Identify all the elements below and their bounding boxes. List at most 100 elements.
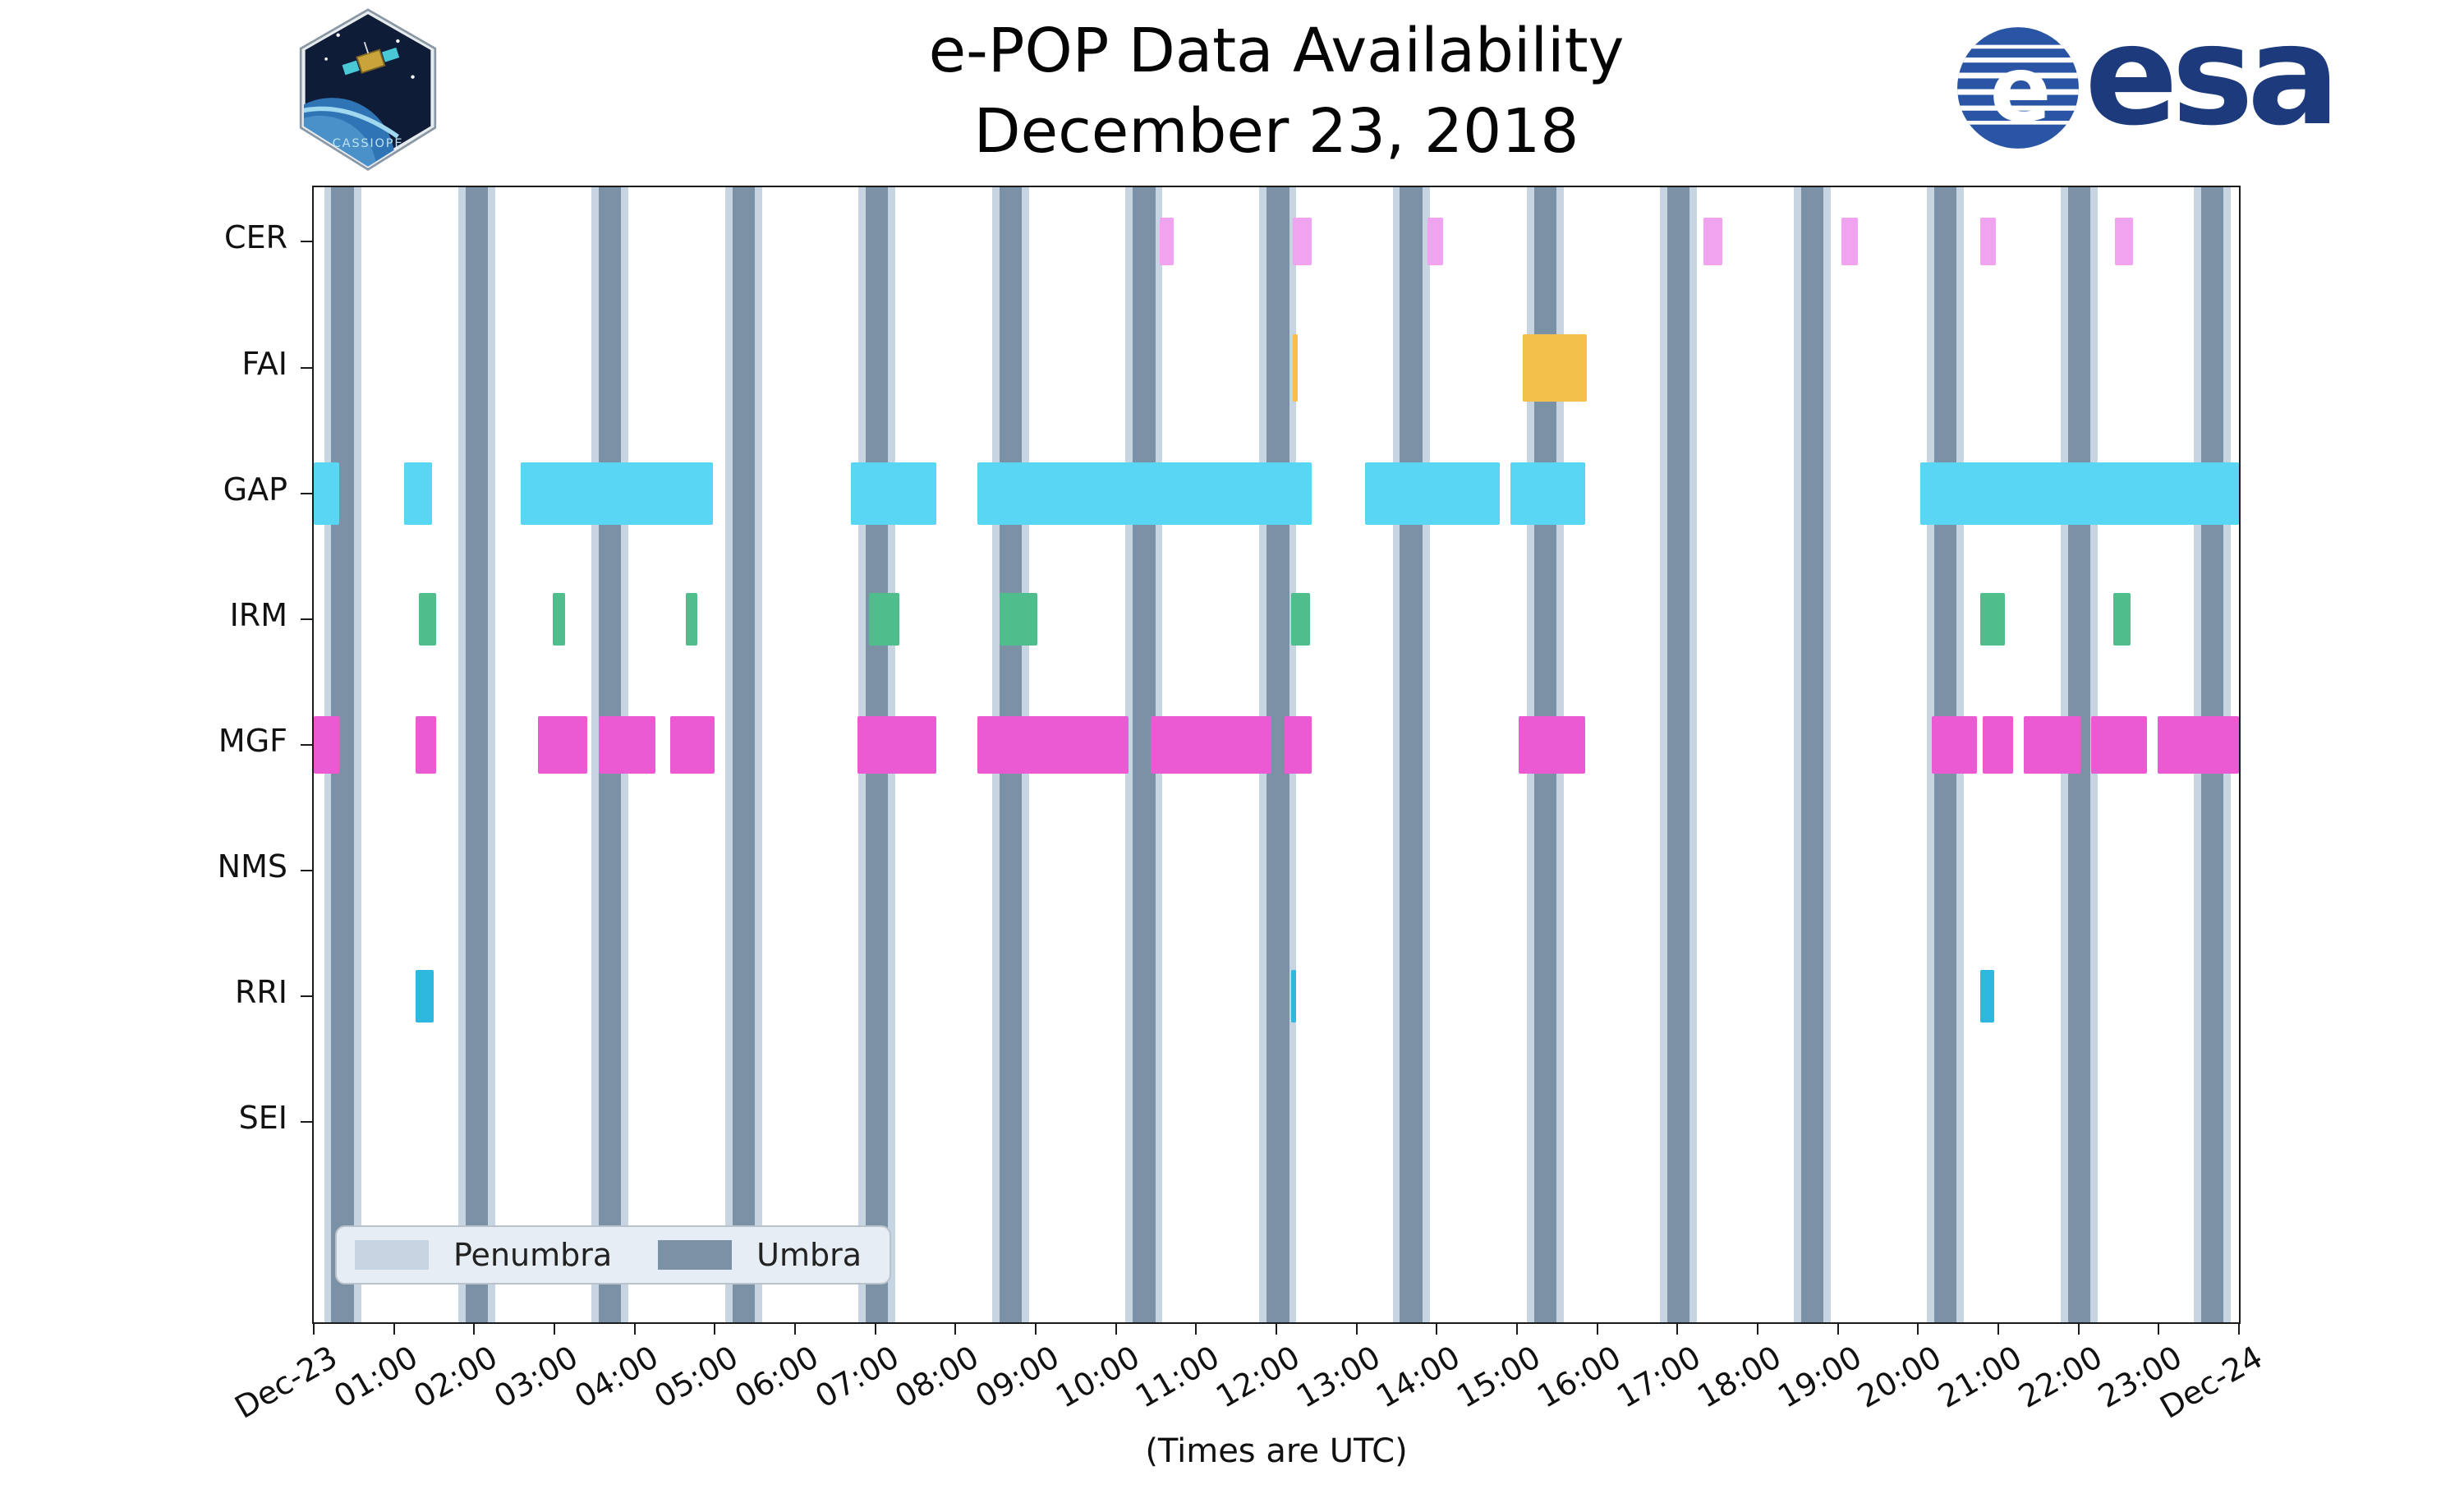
availability-bar-IRM [868,592,899,646]
availability-bar-MGF [669,715,715,774]
y-axis-label-FAI: FAI [241,345,287,382]
availability-bar-MGF [314,715,340,774]
y-tick [301,241,314,243]
x-tick [313,1322,315,1335]
y-tick [301,743,314,746]
y-axis-label-CER: CER [224,219,287,256]
x-tick [1837,1322,1839,1335]
availability-bar-MGF [1518,715,1586,774]
availability-bar-IRM [686,592,697,646]
x-tick [1516,1322,1518,1335]
availability-bar-GAP [1365,462,1500,525]
cassiope-patch-label: CASSIOPE [333,137,404,150]
x-tick [633,1322,636,1335]
y-tick [301,1121,314,1124]
umbra-band [732,187,756,1322]
y-tick [301,618,314,620]
availability-bar-CER [1160,218,1174,266]
x-tick [1596,1322,1598,1335]
umbra-band [1400,187,1423,1322]
x-axis-label: (Times are UTC) [1145,1432,1408,1470]
umbra-band [465,187,488,1322]
x-tick [794,1322,796,1335]
x-tick [554,1322,555,1335]
availability-bar-RRI [1979,970,1995,1023]
umbra-band [1666,187,1689,1322]
x-tick [1355,1322,1358,1335]
y-tick [301,995,314,998]
x-tick [714,1322,716,1335]
x-tick [2077,1322,2080,1335]
x-tick [1676,1322,1679,1335]
satellite-icon [342,41,400,76]
x-tick [2238,1322,2240,1335]
y-axis-label-GAP: GAP [223,471,287,508]
esa-wordmark: esa [2085,0,2340,156]
x-tick [2158,1322,2160,1335]
availability-bar-IRM [1290,592,1311,646]
availability-bar-MGF [1150,715,1272,774]
chart-subtitle: December 23, 2018 [973,95,1579,167]
chart-title-block: e-POP Data Availability December 23, 201… [312,11,2241,172]
x-tick [874,1322,876,1335]
y-axis-label-SEI: SEI [238,1100,287,1137]
availability-bar-MGF [2158,715,2239,774]
availability-bar-MGF [1284,715,1312,774]
availability-bar-MGF [2091,715,2147,774]
availability-bar-FAI [1522,333,1587,402]
availability-bar-GAP [977,462,1312,525]
availability-bar-MGF [977,715,1129,774]
cassiope-patch-graphic: CASSIOPE [299,8,437,171]
legend: Penumbra Umbra [335,1225,892,1284]
availability-bar-IRM [2112,592,2131,646]
availability-bar-RRI [416,970,434,1023]
umbra-legend-swatch [658,1240,733,1270]
availability-bar-IRM [1000,592,1037,646]
availability-bar-GAP [404,462,432,525]
availability-bar-CER [1292,218,1312,266]
x-tick [1997,1322,1999,1335]
y-axis-label-IRM: IRM [229,596,287,633]
x-tick [1276,1322,1277,1335]
x-tick [1757,1322,1758,1335]
availability-bar-IRM [553,592,565,646]
availability-bar-MGF [416,715,437,774]
umbra-band [1800,187,1824,1322]
availability-bar-GAP [520,462,714,525]
x-tick [954,1322,957,1335]
esa-globe-icon: e [1957,27,2079,149]
x-tick [1436,1322,1438,1335]
x-tick [1917,1322,1919,1335]
availability-bar-RRI [1290,970,1297,1023]
availability-bar-CER [1979,218,1997,266]
availability-bar-GAP [314,462,340,525]
y-tick [301,366,314,369]
x-tick [1035,1322,1037,1335]
y-axis-label-NMS: NMS [217,848,287,885]
umbra-legend-label: Umbra [756,1237,862,1273]
availability-bar-CER [2114,218,2134,266]
y-tick [301,492,314,494]
availability-bar-MGF [2024,715,2080,774]
penumbra-legend-swatch [355,1240,429,1270]
availability-bar-GAP [1510,462,1585,525]
timeline-plot: Penumbra Umbra CER FAI GAP IRM MGF NMS RRI SEI D… [218,186,2269,1426]
availability-bar-IRM [1979,592,2005,646]
availability-bar-CER [1841,218,1859,266]
y-axis-label-MGF: MGF [218,722,287,759]
availability-bar-MGF [1931,715,1977,774]
availability-bar-MGF [598,715,656,774]
availability-bar-MGF [538,715,588,774]
availability-bar-FAI [1292,333,1299,402]
x-tick [393,1322,395,1335]
availability-bar-MGF [857,715,936,774]
penumbra-legend-label: Penumbra [453,1237,613,1273]
chart-title: e-POP Data Availability [928,16,1625,86]
esa-circle-letter: e [1989,37,2051,143]
availability-bar-GAP [1920,462,2239,525]
x-tick [473,1322,476,1335]
availability-bar-CER [1703,218,1723,266]
availability-bar-GAP [851,462,936,525]
x-tick [1115,1322,1117,1335]
